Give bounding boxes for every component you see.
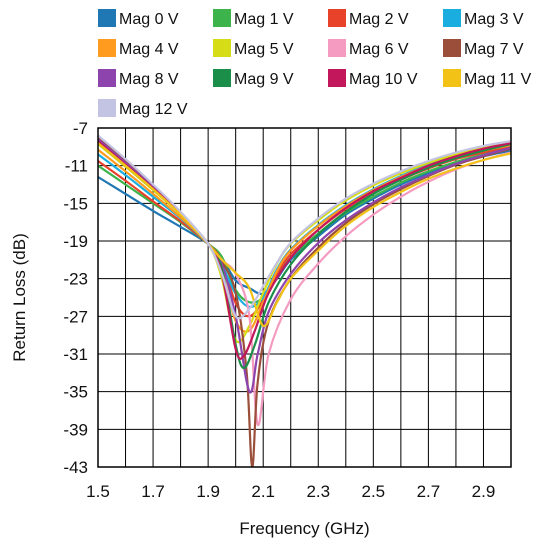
legend-swatch xyxy=(328,39,346,57)
legend-swatch xyxy=(213,39,231,57)
legend-item-mag-1-v: Mag 1 V xyxy=(213,9,294,28)
y-tick-labels: -7 -11 -15 -19 -23 -27 -31 -35 -39 -43 xyxy=(63,119,88,477)
y-tick-label: -19 xyxy=(63,232,88,251)
legend-swatch xyxy=(328,9,346,27)
legend-swatch xyxy=(443,9,461,27)
x-tick-label: 2.3 xyxy=(306,482,330,501)
legend-item-mag-11-v: Mag 11 V xyxy=(443,69,532,88)
x-tick-label: 1.5 xyxy=(86,482,110,501)
legend-label: Mag 7 V xyxy=(464,41,524,58)
legend-item-mag-9-v: Mag 9 V xyxy=(213,69,294,88)
series-line-mag-12-v xyxy=(98,136,511,319)
legend-swatch xyxy=(443,69,461,87)
legend-item-mag-2-v: Mag 2 V xyxy=(328,9,409,28)
series-line-mag-3-v xyxy=(98,145,511,307)
y-tick-label: -15 xyxy=(63,194,88,213)
legend-item-mag-12-v: Mag 12 V xyxy=(98,99,188,118)
legend-label: Mag 0 V xyxy=(119,11,179,28)
legend-item-mag-3-v: Mag 3 V xyxy=(443,9,524,28)
y-tick-label: -39 xyxy=(63,420,88,439)
legend-swatch xyxy=(98,9,116,27)
x-axis-label: Frequency (GHz) xyxy=(239,519,369,538)
legend-item-mag-10-v: Mag 10 V xyxy=(328,69,418,88)
series-layer xyxy=(98,136,511,468)
legend-label: Mag 5 V xyxy=(234,41,294,58)
legend-swatch xyxy=(98,69,116,87)
legend-label: Mag 10 V xyxy=(349,71,418,88)
y-axis-label: Return Loss (dB) xyxy=(10,233,29,362)
legend-item-mag-5-v: Mag 5 V xyxy=(213,39,294,58)
y-tick-label: -23 xyxy=(63,270,88,289)
x-tick-label: 2.7 xyxy=(417,482,441,501)
series-line-mag-6-v xyxy=(98,139,511,425)
plot-frame xyxy=(98,128,511,467)
series-line-mag-7-v xyxy=(98,137,511,467)
legend-label: Mag 1 V xyxy=(234,11,294,28)
legend-swatch xyxy=(443,39,461,57)
x-tick-labels: 1.5 1.7 1.9 2.1 2.3 2.5 2.7 2.9 xyxy=(86,482,495,501)
x-tick-label: 1.9 xyxy=(196,482,220,501)
x-tick-label: 2.5 xyxy=(362,482,386,501)
series-line-mag-10-v xyxy=(98,141,511,359)
legend-label: Mag 3 V xyxy=(464,11,524,28)
y-tick-label: -7 xyxy=(73,119,88,138)
series-line-mag-8-v xyxy=(98,139,511,392)
legend-label: Mag 6 V xyxy=(349,41,409,58)
legend-label: Mag 2 V xyxy=(349,11,409,28)
y-tick-label: -11 xyxy=(65,157,88,176)
legend-swatch xyxy=(98,99,116,117)
legend-label: Mag 8 V xyxy=(119,71,179,88)
legend-swatch xyxy=(213,69,231,87)
legend-label: Mag 9 V xyxy=(234,71,294,88)
y-tick-label: -31 xyxy=(63,345,88,364)
legend-label: Mag 12 V xyxy=(119,101,188,118)
legend-swatch xyxy=(98,39,116,57)
legend-item-mag-0-v: Mag 0 V xyxy=(98,9,179,28)
legend-item-mag-4-v: Mag 4 V xyxy=(98,39,179,58)
legend-label: Mag 4 V xyxy=(119,41,179,58)
x-tick-label: 2.1 xyxy=(251,482,275,501)
legend-label: Mag 11 V xyxy=(464,71,532,88)
x-tick-label: 2.9 xyxy=(472,482,496,501)
legend-swatch xyxy=(328,69,346,87)
grid xyxy=(98,128,511,467)
legend-item-mag-8-v: Mag 8 V xyxy=(98,69,179,88)
y-tick-label: -27 xyxy=(63,307,88,326)
legend-swatch xyxy=(213,9,231,27)
x-tick-label: 1.7 xyxy=(141,482,165,501)
legend-item-mag-6-v: Mag 6 V xyxy=(328,39,409,58)
y-tick-label: -35 xyxy=(63,383,88,402)
y-tick-label: -43 xyxy=(63,458,88,477)
legend-item-mag-7-v: Mag 7 V xyxy=(443,39,524,58)
legend: Mag 0 V Mag 1 V Mag 2 V Mag 3 V Mag 4 V Mag 5… xyxy=(98,9,532,118)
series-line-mag-11-v xyxy=(98,143,511,326)
